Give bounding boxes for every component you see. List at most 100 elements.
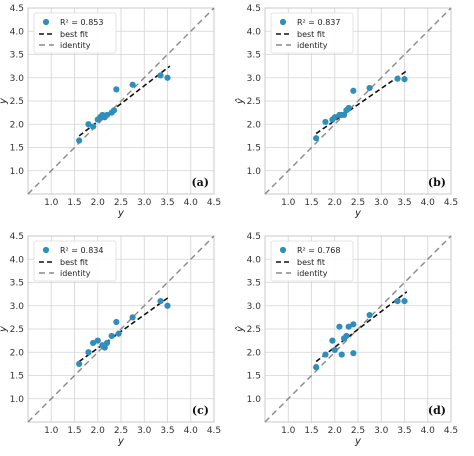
data-point xyxy=(343,332,350,340)
y-tick-label: 1.0 xyxy=(247,395,262,405)
data-point xyxy=(350,321,357,328)
legend: R² = 0.768 best fit identity xyxy=(270,240,354,282)
x-tick-label: 4.0 xyxy=(421,198,436,208)
x-tick-label: 4.5 xyxy=(444,198,458,208)
legend-point-marker xyxy=(279,246,287,254)
legend: R² = 0.837 best fit identity xyxy=(270,12,354,54)
y-tick-label: 3.0 xyxy=(10,302,25,312)
legend-r2-label: R² = 0.853 xyxy=(60,18,103,27)
plot-frame xyxy=(27,7,215,195)
x-tick-label: 2.5 xyxy=(351,198,365,208)
y-axis-label: ŷ xyxy=(0,97,9,105)
legend-fit-label: best fit xyxy=(297,30,325,39)
y-axis-label: ŷ xyxy=(0,325,9,333)
identity-line xyxy=(264,7,452,195)
x-tick-label: 1.0 xyxy=(281,426,296,436)
legend-identity-label: identity xyxy=(60,269,91,278)
data-point xyxy=(101,344,108,351)
identity-line xyxy=(27,7,215,195)
x-tick-label: 3.0 xyxy=(137,198,152,208)
data-point xyxy=(113,86,120,93)
y-tick-label: 4.5 xyxy=(10,4,24,14)
y-tick-label: 1.0 xyxy=(247,167,262,177)
x-tick-label: 3.0 xyxy=(374,198,389,208)
panel-4: 1.0 1.0 1.5 1.5 2.0 2.0 2.5 2.5 3.0 3.0 3.5 3.5 4.0 4… xyxy=(234,232,458,447)
y-axis-label: ŷ xyxy=(234,97,246,105)
y-tick-label: 4.0 xyxy=(10,27,25,37)
x-tick-label: 1.5 xyxy=(304,198,318,208)
x-axis-label: y xyxy=(354,436,362,447)
x-tick-label: 1.5 xyxy=(67,426,81,436)
panel-label: (c) xyxy=(192,404,209,417)
y-tick-label: 1.5 xyxy=(247,144,261,154)
y-tick-label: 3.0 xyxy=(247,302,262,312)
data-point xyxy=(313,364,320,371)
x-tick-label: 3.5 xyxy=(397,426,411,436)
data-point xyxy=(350,350,357,357)
x-tick-label: 3.5 xyxy=(160,198,174,208)
legend-fit-label: best fit xyxy=(297,258,325,267)
data-point xyxy=(401,298,408,305)
x-tick-label: 2.0 xyxy=(328,426,343,436)
x-axis-label: y xyxy=(354,208,362,219)
panel-label: (b) xyxy=(428,176,446,189)
panel-label: (d) xyxy=(428,404,446,417)
data-point xyxy=(115,330,122,337)
data-point xyxy=(401,76,408,83)
legend-box xyxy=(270,240,354,282)
y-tick-label: 4.5 xyxy=(247,4,261,14)
legend-box xyxy=(270,12,354,54)
y-tick-label: 1.5 xyxy=(247,372,261,382)
data-point xyxy=(110,107,118,114)
data-point xyxy=(350,87,357,94)
plot-frame xyxy=(27,235,215,423)
x-tick-label: 4.5 xyxy=(444,426,458,436)
y-tick-label: 4.5 xyxy=(247,232,261,242)
panel-2: 1.0 1.0 1.5 1.5 2.0 2.0 2.5 2.5 3.0 3.0 3.5 3.5 4.0 4… xyxy=(234,4,458,219)
data-point xyxy=(113,318,120,326)
x-tick-label: 1.5 xyxy=(67,198,81,208)
x-tick-label: 2.5 xyxy=(351,426,365,436)
data-point xyxy=(85,121,92,128)
legend-point-marker xyxy=(279,18,287,26)
panel-1: 1.0 1.0 1.5 1.5 2.0 2.0 2.5 2.5 3.0 3.0 3.5 3.5 4.0 4… xyxy=(0,4,221,219)
x-tick-label: 4.0 xyxy=(421,426,436,436)
best-fit-line xyxy=(315,291,408,363)
data-point xyxy=(336,323,343,330)
data-point xyxy=(338,351,345,358)
y-tick-label: 3.5 xyxy=(10,51,24,61)
data-point xyxy=(322,351,329,358)
data-point xyxy=(129,314,136,321)
data-point xyxy=(103,111,111,119)
x-tick-label: 3.0 xyxy=(374,426,389,436)
legend-r2-label: R² = 0.837 xyxy=(297,18,340,27)
y-tick-label: 4.0 xyxy=(247,27,262,37)
data-point xyxy=(340,111,348,119)
data-point xyxy=(90,339,97,347)
data-point xyxy=(76,360,83,367)
y-tick-label: 2.0 xyxy=(10,348,25,358)
legend-point-marker xyxy=(42,18,50,26)
x-tick-label: 2.5 xyxy=(114,426,128,436)
data-point xyxy=(366,311,373,319)
x-tick-label: 3.5 xyxy=(397,198,411,208)
y-tick-label: 3.0 xyxy=(247,74,262,84)
y-tick-label: 3.0 xyxy=(10,74,25,84)
x-axis-label: y xyxy=(117,208,125,219)
identity-line xyxy=(264,235,452,423)
plot-frame xyxy=(264,235,452,423)
legend-point-marker xyxy=(42,246,50,254)
data-point xyxy=(90,123,97,130)
x-tick-label: 1.5 xyxy=(304,426,318,436)
legend-fit-label: best fit xyxy=(60,258,88,267)
y-tick-label: 2.5 xyxy=(10,97,24,107)
x-tick-label: 2.0 xyxy=(91,198,106,208)
y-axis-label: ŷ xyxy=(234,325,246,333)
data-point xyxy=(157,298,164,305)
x-tick-label: 4.5 xyxy=(207,198,221,208)
data-point xyxy=(94,337,101,344)
data-point xyxy=(313,135,320,142)
data-point xyxy=(322,118,329,126)
